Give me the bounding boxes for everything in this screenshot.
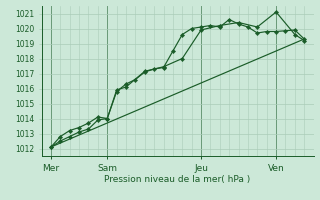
X-axis label: Pression niveau de la mer( hPa ): Pression niveau de la mer( hPa ): [104, 175, 251, 184]
